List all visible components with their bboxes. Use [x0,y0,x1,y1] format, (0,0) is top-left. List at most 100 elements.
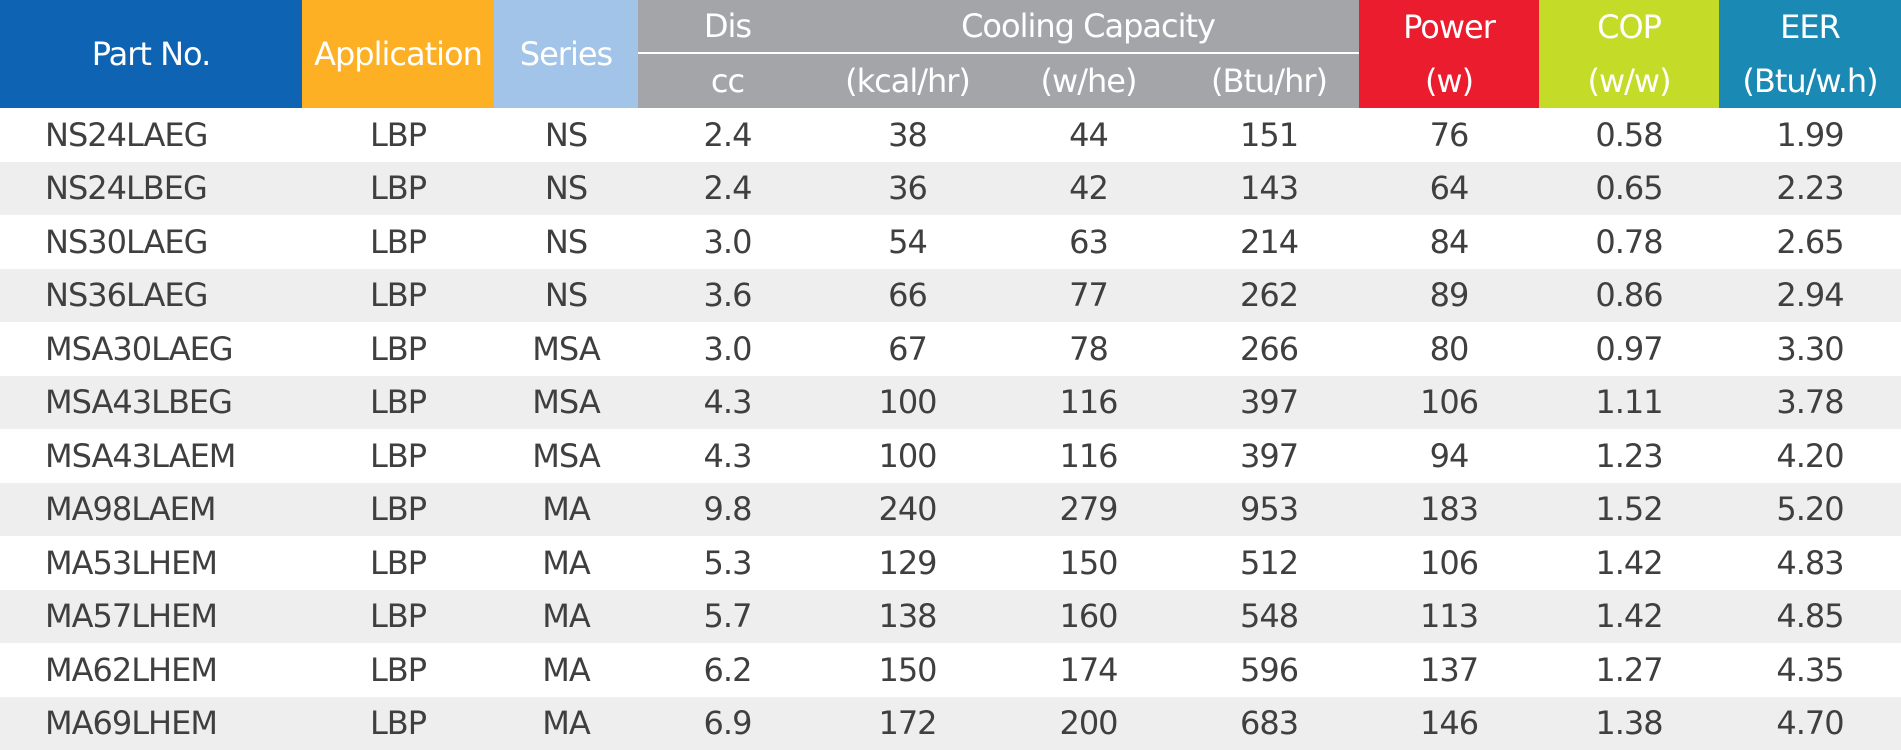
w-cell: 150 [998,536,1179,590]
w-cell: 78 [998,322,1179,376]
series-cell: MA [494,536,638,590]
cop-cell: 1.38 [1539,697,1719,750]
eer-cell: 1.99 [1719,108,1901,162]
cop-cell: 1.42 [1539,536,1719,590]
btu-cell: 953 [1179,483,1359,537]
unit-dis: cc [638,53,817,108]
part-no-cell: MSA43LAEM [0,429,302,483]
part-no-cell: MSA43LBEG [0,376,302,430]
cop-cell: 0.58 [1539,108,1719,162]
application-cell: LBP [302,322,494,376]
dis-cell: 4.3 [638,376,817,430]
kcal-cell: 67 [817,322,998,376]
header-cop: COP [1539,0,1719,53]
part-no-cell: MA98LAEM [0,483,302,537]
part-no-cell: NS24LAEG [0,108,302,162]
w-cell: 63 [998,215,1179,269]
dis-cell: 6.9 [638,697,817,750]
kcal-cell: 138 [817,590,998,644]
dis-cell: 3.0 [638,215,817,269]
unit-eer: (Btu/w.h) [1719,53,1901,108]
w-cell: 174 [998,643,1179,697]
part-no-cell: NS30LAEG [0,215,302,269]
power-cell: 183 [1359,483,1539,537]
application-cell: LBP [302,269,494,323]
part-no-cell: NS36LAEG [0,269,302,323]
application-cell: LBP [302,590,494,644]
cop-cell: 0.97 [1539,322,1719,376]
cop-cell: 1.23 [1539,429,1719,483]
series-cell: MSA [494,376,638,430]
power-cell: 76 [1359,108,1539,162]
header-power: Power [1359,0,1539,53]
eer-cell: 3.78 [1719,376,1901,430]
kcal-cell: 100 [817,376,998,430]
eer-cell: 4.85 [1719,590,1901,644]
cop-cell: 0.65 [1539,162,1719,216]
application-cell: LBP [302,162,494,216]
w-cell: 116 [998,376,1179,430]
power-cell: 94 [1359,429,1539,483]
part-no-cell: NS24LBEG [0,162,302,216]
power-cell: 146 [1359,697,1539,750]
series-cell: MSA [494,429,638,483]
eer-cell: 4.83 [1719,536,1901,590]
kcal-cell: 240 [817,483,998,537]
cop-cell: 1.27 [1539,643,1719,697]
btu-cell: 548 [1179,590,1359,644]
btu-cell: 143 [1179,162,1359,216]
w-cell: 279 [998,483,1179,537]
header-dis: Dis [638,0,817,53]
eer-cell: 4.20 [1719,429,1901,483]
btu-cell: 596 [1179,643,1359,697]
application-cell: LBP [302,643,494,697]
eer-cell: 5.20 [1719,483,1901,537]
part-no-cell: MA62LHEM [0,643,302,697]
w-cell: 200 [998,697,1179,750]
header-cooling-capacity: Cooling Capacity [817,0,1359,53]
dis-cell: 2.4 [638,108,817,162]
dis-cell: 3.0 [638,322,817,376]
w-cell: 42 [998,162,1179,216]
kcal-cell: 66 [817,269,998,323]
application-cell: LBP [302,697,494,750]
eer-cell: 3.30 [1719,322,1901,376]
kcal-cell: 129 [817,536,998,590]
series-cell: NS [494,108,638,162]
btu-cell: 266 [1179,322,1359,376]
btu-cell: 683 [1179,697,1359,750]
btu-cell: 214 [1179,215,1359,269]
unit-w: (w/he) [998,53,1179,108]
header-application: Application [302,0,494,108]
series-cell: MA [494,483,638,537]
power-cell: 137 [1359,643,1539,697]
part-no-cell: MSA30LAEG [0,322,302,376]
application-cell: LBP [302,483,494,537]
btu-cell: 397 [1179,376,1359,430]
cop-cell: 1.52 [1539,483,1719,537]
w-cell: 44 [998,108,1179,162]
cop-cell: 1.11 [1539,376,1719,430]
header-eer: EER [1719,0,1901,53]
application-cell: LBP [302,215,494,269]
cop-cell: 1.42 [1539,590,1719,644]
power-cell: 89 [1359,269,1539,323]
dis-cell: 4.3 [638,429,817,483]
dis-cell: 2.4 [638,162,817,216]
part-no-cell: MA69LHEM [0,697,302,750]
kcal-cell: 54 [817,215,998,269]
series-cell: NS [494,215,638,269]
unit-cop: (w/w) [1539,53,1719,108]
